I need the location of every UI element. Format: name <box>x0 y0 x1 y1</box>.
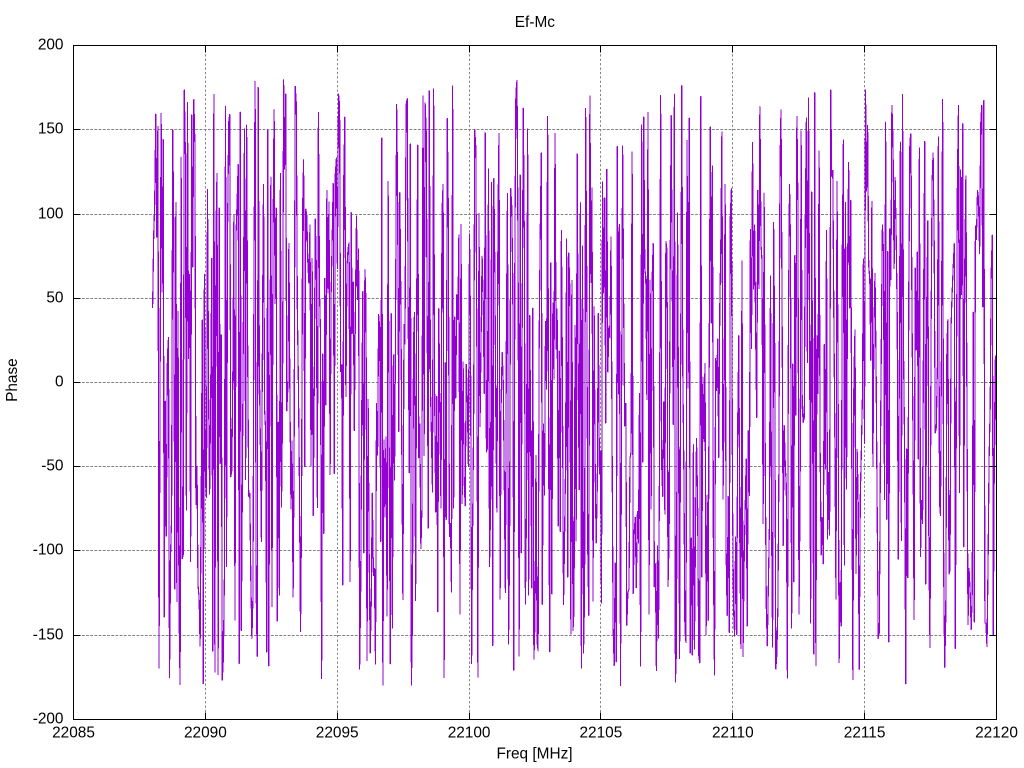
svg-text:-100: -100 <box>33 541 64 558</box>
svg-text:22085: 22085 <box>52 724 95 741</box>
svg-text:150: 150 <box>38 120 64 137</box>
svg-text:100: 100 <box>38 205 64 222</box>
svg-text:22100: 22100 <box>448 724 491 741</box>
svg-text:-200: -200 <box>33 710 64 727</box>
svg-text:Phase: Phase <box>4 358 21 402</box>
svg-text:-150: -150 <box>33 626 64 643</box>
svg-text:22120: 22120 <box>975 724 1018 741</box>
svg-text:Ef-Mc: Ef-Mc <box>515 14 555 31</box>
svg-text:22090: 22090 <box>184 724 227 741</box>
svg-text:0: 0 <box>55 373 64 390</box>
svg-text:22110: 22110 <box>712 724 754 741</box>
svg-text:-50: -50 <box>41 457 63 474</box>
svg-text:200: 200 <box>38 36 64 53</box>
svg-text:22095: 22095 <box>316 724 359 741</box>
svg-text:Freq [MHz]: Freq [MHz] <box>496 745 572 762</box>
svg-text:50: 50 <box>46 289 63 306</box>
svg-text:22115: 22115 <box>844 724 886 741</box>
svg-text:22105: 22105 <box>579 724 622 741</box>
